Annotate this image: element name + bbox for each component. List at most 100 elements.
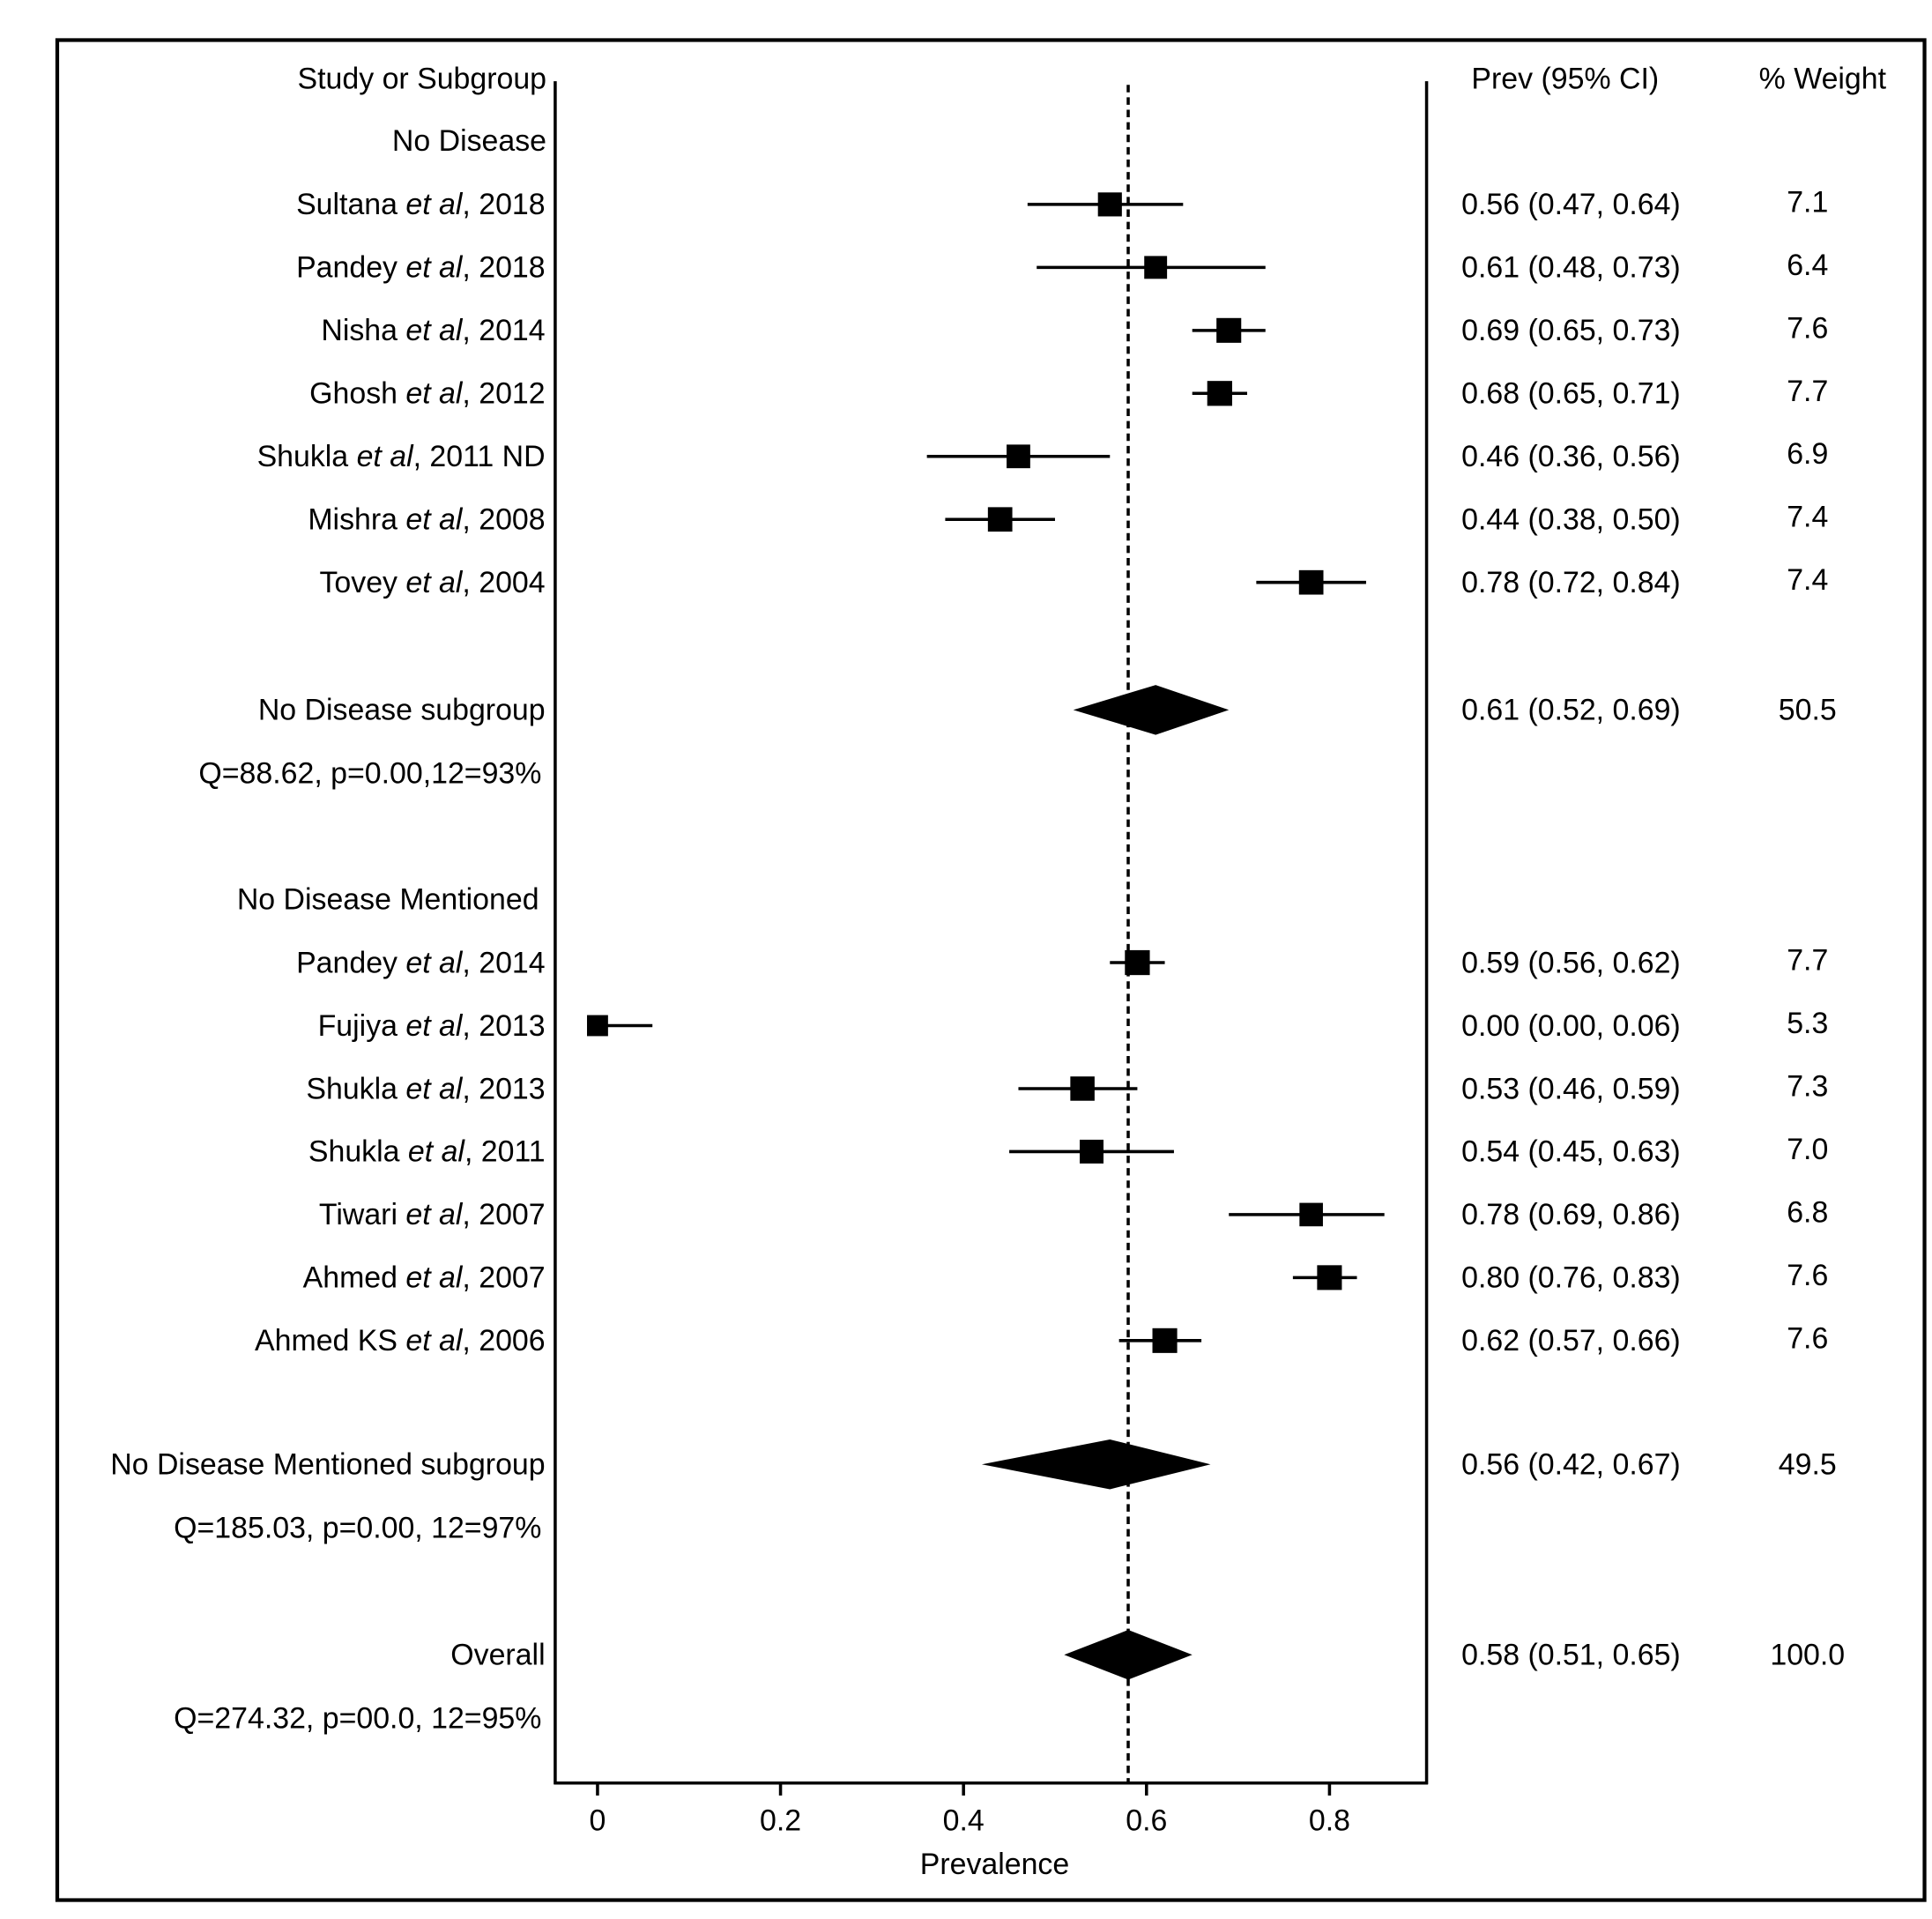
point-estimate [1144, 256, 1168, 279]
study-year: , 2011 ND [413, 440, 546, 473]
header-study: Study or Subgroup [298, 63, 546, 96]
point-estimate [1299, 1202, 1323, 1227]
study-label: Tovey et al, 2004 [319, 566, 545, 599]
weight-text: 7.4 [1787, 501, 1828, 534]
weight-text: 5.3 [1787, 1007, 1828, 1040]
study-year: , 2008 [462, 503, 545, 537]
et-al: et al [405, 503, 464, 537]
study-label: Fujiya et al, 2013 [318, 1009, 546, 1043]
study-year: , 2007 [462, 1198, 545, 1231]
ci-text: 0.80 (0.76, 0.83) [1461, 1261, 1681, 1295]
et-al: et al [405, 251, 464, 285]
et-al: et al [405, 946, 464, 979]
weight-text: 7.7 [1787, 944, 1828, 978]
ci-text: 0.53 (0.46, 0.59) [1461, 1072, 1681, 1105]
point-estimate [1152, 1328, 1178, 1353]
study-author: Ghosh [309, 377, 405, 411]
weight-text: 7.7 [1787, 375, 1828, 408]
study-author: Tiwari [319, 1198, 405, 1231]
point-estimate [1125, 949, 1150, 976]
weight-text: 7.6 [1787, 1259, 1828, 1292]
study-author: Sultana [296, 188, 405, 221]
weight-text: 49.5 [1779, 1448, 1837, 1482]
point-estimate [1007, 444, 1030, 469]
x-tick-label: 0.8 [1309, 1804, 1350, 1837]
heterogeneity-stats: Q=88.62, p=0.00,12=93% [198, 757, 541, 791]
et-al: et al [405, 1072, 464, 1105]
study-label: Sultana et al, 2018 [296, 188, 546, 221]
study-year: , 2014 [462, 314, 545, 347]
ci-text: 0.69 (0.65, 0.73) [1461, 314, 1681, 347]
ci-text: 0.00 (0.00, 0.06) [1461, 1009, 1681, 1043]
et-al: et al [405, 314, 464, 347]
study-author: Fujiya [318, 1009, 406, 1043]
ci-text: 0.56 (0.42, 0.67) [1461, 1448, 1681, 1482]
study-year: , 2011 [464, 1135, 546, 1169]
et-al: et al [405, 1009, 464, 1043]
weight-text: 7.0 [1787, 1133, 1828, 1166]
study-label: Mishra et al, 2008 [308, 503, 545, 537]
study-author: Pandey [296, 251, 405, 285]
weight-text: 7.6 [1787, 311, 1828, 345]
study-year: , 2006 [462, 1324, 545, 1357]
summary-diamond [1073, 685, 1230, 735]
x-axis-label: Prevalence [920, 1848, 1069, 1881]
study-label: Shukla et al, 2013 [306, 1072, 545, 1105]
study-year: , 2018 [462, 251, 545, 285]
weight-text: 7.4 [1787, 563, 1828, 597]
study-author: Ahmed [303, 1261, 406, 1295]
point-estimate [1080, 1139, 1103, 1164]
et-al: et al [405, 1198, 464, 1231]
header-weight: % Weight [1759, 63, 1887, 96]
header-prev: Prev (95% CI) [1471, 63, 1659, 96]
ci-text: 0.44 (0.38, 0.50) [1461, 503, 1681, 537]
group-label: No Disease [392, 124, 546, 158]
weight-text: 6.4 [1787, 249, 1828, 282]
study-author: Shukla [308, 1135, 408, 1169]
ci-text: 0.56 (0.47, 0.64) [1461, 188, 1681, 221]
summary-diamond [1064, 1630, 1193, 1680]
study-author: Pandey [296, 946, 405, 979]
point-estimate [1097, 192, 1122, 217]
ci-text: 0.78 (0.72, 0.84) [1461, 566, 1681, 599]
x-tick-label: 0.4 [943, 1804, 985, 1837]
point-estimate [1298, 569, 1324, 595]
weight-text: 50.5 [1779, 694, 1837, 727]
group-label: No Disease Mentioned [237, 882, 539, 916]
x-tick-label: 0 [590, 1804, 606, 1837]
et-al: et al [405, 1261, 464, 1295]
summary-label: No Disease Mentioned subgroup [110, 1448, 545, 1482]
et-al: et al [405, 566, 464, 599]
study-label: Ahmed et al, 2007 [303, 1261, 546, 1295]
study-author: Ahmed KS [255, 1324, 405, 1357]
study-year: , 2013 [462, 1072, 545, 1105]
et-al: et al [405, 377, 464, 411]
point-estimate [587, 1015, 608, 1037]
et-al: et al [405, 1324, 464, 1357]
study-label: Shukla et al, 2011 ND [257, 440, 546, 473]
point-estimate [1317, 1265, 1342, 1290]
ci-text: 0.59 (0.56, 0.62) [1461, 946, 1681, 979]
study-label: Pandey et al, 2018 [296, 251, 546, 285]
et-al: et al [357, 440, 415, 473]
study-year: , 2018 [462, 188, 545, 221]
study-year: , 2014 [462, 946, 545, 979]
study-year: , 2013 [462, 1009, 545, 1043]
study-year: , 2007 [462, 1261, 545, 1295]
et-al: et al [408, 1135, 466, 1169]
ci-text: 0.68 (0.65, 0.71) [1461, 377, 1681, 411]
study-label: Ghosh et al, 2012 [309, 377, 545, 411]
study-author: Nisha [321, 314, 405, 347]
weight-text: 6.8 [1787, 1195, 1828, 1229]
ci-text: 0.46 (0.36, 0.56) [1461, 440, 1681, 473]
study-year: , 2004 [462, 566, 545, 599]
point-estimate [1070, 1076, 1095, 1101]
x-tick-label: 0.2 [760, 1804, 801, 1837]
ci-text: 0.62 (0.57, 0.66) [1461, 1324, 1681, 1357]
weight-text: 100.0 [1770, 1639, 1845, 1672]
ci-text: 0.58 (0.51, 0.65) [1461, 1639, 1681, 1672]
point-estimate [987, 507, 1013, 532]
study-author: Tovey [319, 566, 405, 599]
study-label: Shukla et al, 2011 [308, 1135, 546, 1169]
study-label: Pandey et al, 2014 [296, 946, 546, 979]
